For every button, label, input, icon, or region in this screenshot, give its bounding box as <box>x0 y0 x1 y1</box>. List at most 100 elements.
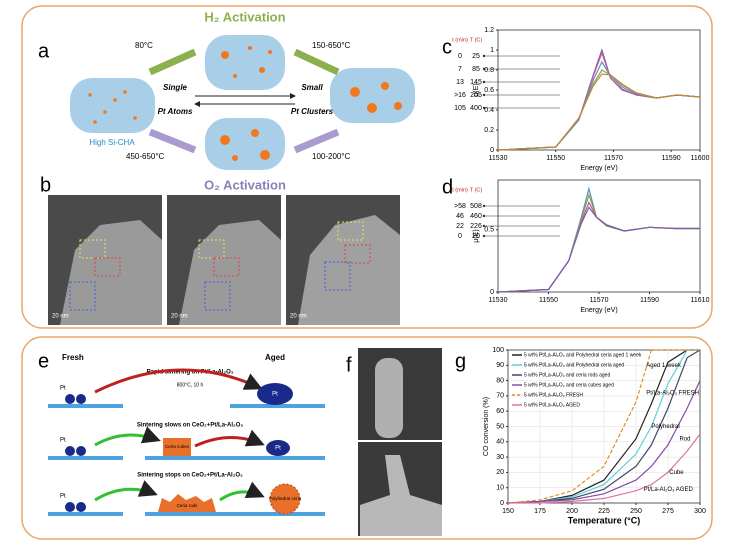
legend-label: 0 <box>458 233 462 240</box>
support <box>145 512 325 516</box>
pt-particle <box>266 440 290 456</box>
ceria-label: Polyhedral ceria <box>269 496 302 501</box>
arrow <box>148 48 197 76</box>
ceria <box>269 483 301 515</box>
pt-label: Pt <box>275 446 281 452</box>
arrow <box>293 128 340 154</box>
x-axis-title: Temperature (°C) <box>568 515 640 525</box>
legend-header: t (min) <box>452 187 468 193</box>
legend-dot <box>482 214 486 218</box>
x-tick-label: 275 <box>662 508 674 515</box>
pt-particle <box>76 446 86 456</box>
legend-label: 5 wt% Pt/La-Al₂O₃ FRESH <box>524 392 583 398</box>
y-axis-title: μ(E) <box>473 229 480 242</box>
roi <box>324 261 351 291</box>
legend-dot <box>482 67 486 71</box>
legend-label: 85 <box>472 66 480 73</box>
state-label: Small <box>301 83 323 92</box>
series-line <box>497 48 701 151</box>
x-tick-label: 300 <box>694 508 706 515</box>
legend-dot <box>482 106 486 110</box>
y-tick-label: 90 <box>496 362 504 369</box>
legend-label: 5 wt% Pt/La-Al₂O₃ AGED <box>524 402 580 408</box>
blob <box>205 35 285 90</box>
legend-label: 105 <box>454 105 466 112</box>
tem-feature <box>375 358 403 438</box>
x-tick-label: 225 <box>598 508 610 515</box>
plot-frame <box>497 29 701 151</box>
panel-label: g <box>455 350 466 372</box>
y-tick-label: 0 <box>500 500 504 507</box>
support <box>48 512 123 516</box>
panel-label: a <box>38 40 50 62</box>
support <box>145 456 325 460</box>
y-tick-label: 50 <box>496 423 504 430</box>
arrow <box>94 368 263 394</box>
pt-label: Pt <box>60 386 66 392</box>
panel-f: f <box>346 348 442 536</box>
x-tick-label: 11590 <box>662 155 681 162</box>
stem-feature <box>298 215 400 325</box>
support-label: High Si-CHA <box>89 138 135 147</box>
series-line <box>497 206 700 293</box>
arrow <box>293 48 340 76</box>
h2-title: H₂ Activation <box>204 9 285 24</box>
series-line <box>507 380 701 504</box>
pt-particle <box>65 446 75 456</box>
y-tick-label: 0.6 <box>484 87 494 94</box>
y-tick-label: 0.2 <box>484 127 494 134</box>
legend-label: 22 <box>456 223 464 230</box>
legend-label: 5 wt% Pt/La-Al₂O₃ and ceria cubes aged <box>524 382 614 388</box>
y-axis-title: CO conversion (%) <box>483 397 490 456</box>
legend-header: T (C) <box>470 37 483 43</box>
panel-e: e Fresh Aged Rapid sintering on Pt/La-Al… <box>38 350 325 516</box>
blob <box>205 118 285 170</box>
row-title: Sintering slows on CeO₂+Pt/La-Al₂O₃ <box>137 423 244 429</box>
support <box>48 404 123 408</box>
x-tick-label: 200 <box>566 508 578 515</box>
roi <box>213 257 240 277</box>
y-tick-label: 70 <box>496 393 504 400</box>
y-tick-label: 0 <box>490 147 494 154</box>
particles <box>88 46 402 161</box>
ceria <box>163 438 191 456</box>
y-tick-label: 20 <box>496 469 504 476</box>
roi <box>198 239 225 259</box>
ceria-label: Ceria rods <box>177 503 199 508</box>
legend-dot <box>482 54 486 58</box>
x-tick-label: 11570 <box>604 155 623 162</box>
arrow <box>94 480 158 502</box>
y-tick-label: 1 <box>490 47 494 54</box>
x-tick-label: 11550 <box>546 155 565 162</box>
pt-label: Pt <box>272 392 278 398</box>
legend-dot <box>482 204 486 208</box>
legend-label: 226 <box>470 223 482 230</box>
panel-b: b 20 nm 20 nm 20 nm <box>40 174 400 325</box>
temperature: 80°C <box>135 41 153 50</box>
series-line <box>497 192 700 293</box>
temperature: 100-200°C <box>312 152 351 161</box>
x-tick-label: 250 <box>630 508 642 515</box>
pt-particle <box>257 383 293 405</box>
series-line <box>507 349 700 504</box>
plot-frame <box>507 349 701 504</box>
temperature: 150-650°C <box>312 41 351 50</box>
roi <box>204 281 231 311</box>
x-tick-label: 11600 <box>691 155 710 162</box>
tem-feature <box>360 455 442 536</box>
legend-label: 25 <box>472 53 480 60</box>
x-tick-label: 11610 <box>691 297 710 304</box>
legend-label: >58 <box>454 203 466 210</box>
x-tick-label: 175 <box>534 508 546 515</box>
legend-label: 46 <box>456 213 464 220</box>
roi <box>337 221 364 241</box>
y-tick-label: 80 <box>496 377 504 384</box>
pt-particle <box>65 394 75 404</box>
legend-header: T (C) <box>470 187 483 193</box>
column-title: Fresh <box>62 353 84 362</box>
legend-label: 0 <box>458 53 462 60</box>
legend-header: t (min) <box>452 37 468 43</box>
support <box>48 456 123 460</box>
series-line <box>497 73 701 151</box>
legend-label: 7 <box>458 66 462 73</box>
